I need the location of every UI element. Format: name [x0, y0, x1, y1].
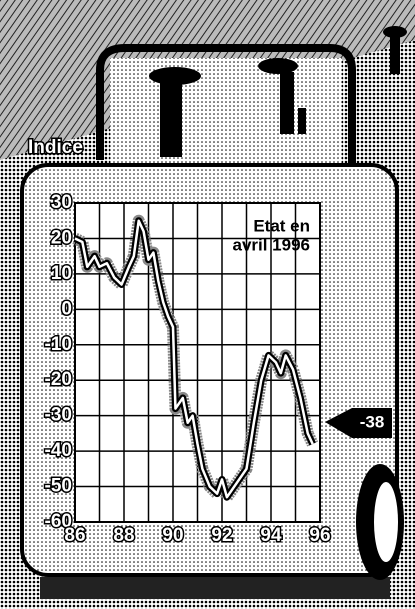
y-tick-label: -10 — [45, 334, 72, 355]
window — [110, 58, 342, 168]
y-tick-label: 30 — [51, 192, 72, 213]
y-tick-label: -40 — [45, 440, 72, 461]
page: Indice Etat en avril 1996 -38 30 20 10 0 -10… — [0, 0, 415, 609]
y-tick-label: -30 — [45, 405, 72, 426]
annotation: Etat en — [253, 216, 310, 235]
wheel-hub — [374, 482, 398, 562]
x-tick-label: 88 — [113, 525, 134, 546]
y-axis-title: Indice — [28, 137, 83, 158]
y-tick-label: -50 — [45, 476, 72, 497]
cart-base — [40, 577, 390, 599]
y-tick-label: -20 — [45, 369, 72, 390]
y-tick-label: 20 — [51, 227, 72, 248]
x-tick-label: 90 — [162, 525, 183, 546]
annotation: avril 1996 — [232, 235, 310, 254]
y-tick-label: 10 — [51, 263, 72, 284]
x-tick-label: 86 — [64, 525, 85, 546]
x-tick-label: 92 — [211, 525, 232, 546]
x-tick-label: 96 — [309, 525, 330, 546]
last-value-label: -38 — [360, 412, 385, 431]
chart: Indice Etat en avril 1996 -38 30 20 10 0 -10… — [0, 0, 415, 609]
y-tick-label: 0 — [61, 298, 72, 319]
x-tick-label: 94 — [260, 525, 282, 546]
